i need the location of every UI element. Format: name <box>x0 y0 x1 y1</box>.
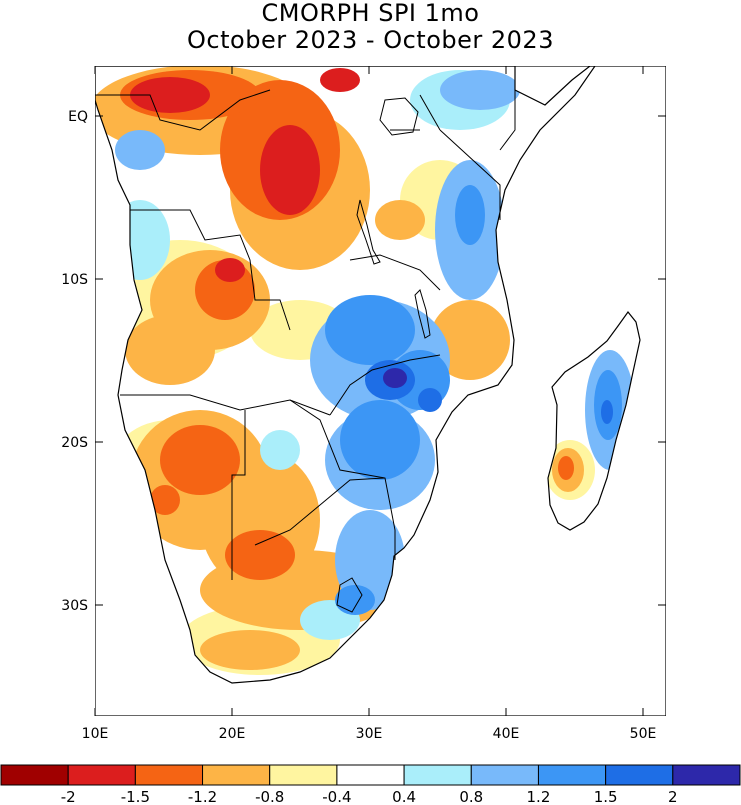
colorbar-label: -0.8 <box>255 788 284 805</box>
lon-label: 10E <box>82 726 109 742</box>
colorbar-swatch <box>336 764 405 786</box>
colorbar-swatch <box>672 764 741 786</box>
colorbar-label: -1.2 <box>188 788 217 805</box>
map-subtitle: October 2023 - October 2023 <box>187 26 554 54</box>
colorbar-swatch <box>403 764 472 786</box>
lon-label: 20E <box>219 726 246 742</box>
colorbar-label: 1.5 <box>594 788 618 805</box>
lat-label: 20S <box>61 435 88 451</box>
lat-label: 30S <box>61 598 88 614</box>
colorbar-label: -1.5 <box>121 788 150 805</box>
colorbar-swatch <box>269 764 338 786</box>
colorbar-label: 2 <box>668 788 678 805</box>
lon-label: 40E <box>493 726 520 742</box>
lakes <box>336 97 431 613</box>
lat-label: 10S <box>61 272 88 288</box>
colorbar-label: 0.8 <box>459 788 483 805</box>
colorbar: -2 -1.5 -1.2 -0.8 -0.4 0.4 0.8 1.2 1.5 2 <box>0 764 741 805</box>
map-title: CMORPH SPI 1mo <box>261 0 480 27</box>
longitude-axis: 10E 20E 30E 40E 50E <box>82 66 657 742</box>
lon-label: 50E <box>630 726 657 742</box>
colorbar-swatch <box>470 764 539 786</box>
colorbar-label: -2 <box>61 788 76 805</box>
colorbar-swatch <box>202 764 271 786</box>
colorbar-swatch <box>67 764 136 786</box>
colorbar-label: 0.4 <box>392 788 416 805</box>
colorbar-swatch <box>605 764 674 786</box>
colorbar-swatch <box>134 764 204 786</box>
lon-label: 30E <box>356 726 383 742</box>
colorbar-label: 1.2 <box>527 788 551 805</box>
colorbar-swatch <box>537 764 607 786</box>
lat-label: EQ <box>68 109 88 125</box>
country-borders <box>95 66 516 580</box>
colorbar-swatch <box>0 764 69 786</box>
latitude-axis: EQ 10S 20S 30S <box>61 109 666 614</box>
colorbar-label: -0.4 <box>322 788 351 805</box>
